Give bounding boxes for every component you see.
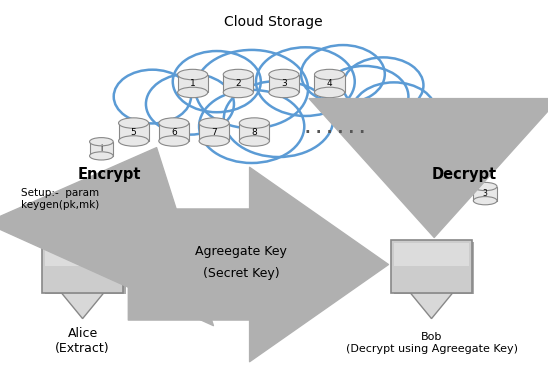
- Ellipse shape: [315, 69, 345, 80]
- Ellipse shape: [441, 197, 465, 205]
- Bar: [391, 240, 472, 293]
- Circle shape: [146, 73, 234, 135]
- Polygon shape: [61, 293, 104, 318]
- Text: 8: 8: [252, 127, 257, 136]
- Text: Bob
(Decrypt using Agreegate Key): Bob (Decrypt using Agreegate Key): [345, 332, 517, 354]
- Circle shape: [343, 58, 424, 113]
- Text: i: i: [409, 127, 412, 136]
- Circle shape: [256, 47, 355, 116]
- Ellipse shape: [199, 136, 229, 146]
- Text: 2: 2: [236, 79, 241, 88]
- Ellipse shape: [269, 87, 299, 98]
- Bar: [199, 123, 229, 141]
- Bar: [89, 142, 113, 156]
- Text: Decrypt: Decrypt: [431, 167, 496, 182]
- Ellipse shape: [89, 152, 113, 160]
- Bar: [223, 74, 253, 92]
- Ellipse shape: [159, 118, 189, 128]
- Ellipse shape: [239, 118, 270, 128]
- Text: Alice
(Extract): Alice (Extract): [55, 327, 110, 355]
- Ellipse shape: [441, 182, 465, 191]
- Ellipse shape: [395, 118, 425, 128]
- Ellipse shape: [315, 87, 345, 98]
- Bar: [315, 74, 345, 92]
- Text: 1: 1: [190, 79, 196, 88]
- Circle shape: [195, 50, 308, 128]
- Ellipse shape: [223, 87, 253, 98]
- Bar: [178, 74, 208, 92]
- Ellipse shape: [178, 87, 208, 98]
- Bar: [473, 186, 497, 201]
- Ellipse shape: [409, 197, 432, 205]
- Text: 1: 1: [418, 189, 423, 198]
- Ellipse shape: [199, 118, 229, 128]
- Ellipse shape: [223, 69, 253, 80]
- Text: Encrypt: Encrypt: [78, 167, 141, 182]
- Bar: [159, 123, 189, 141]
- Ellipse shape: [178, 69, 208, 80]
- Ellipse shape: [473, 182, 497, 191]
- Circle shape: [114, 70, 191, 123]
- Bar: [441, 186, 465, 201]
- Bar: [45, 243, 120, 266]
- Text: 2: 2: [450, 189, 455, 198]
- Circle shape: [224, 81, 333, 157]
- Bar: [394, 243, 469, 266]
- Ellipse shape: [118, 118, 149, 128]
- Text: i: i: [100, 144, 102, 153]
- Bar: [239, 123, 270, 141]
- Text: · · · · · ·: · · · · · ·: [305, 125, 365, 140]
- Ellipse shape: [395, 136, 425, 146]
- Ellipse shape: [239, 136, 270, 146]
- Text: Agreegate Key: Agreegate Key: [195, 245, 287, 258]
- Circle shape: [321, 66, 408, 127]
- Text: Cloud Storage: Cloud Storage: [224, 15, 322, 29]
- Bar: [394, 242, 475, 294]
- Text: 3: 3: [483, 189, 488, 198]
- Bar: [118, 123, 149, 141]
- Bar: [395, 123, 425, 141]
- Bar: [45, 242, 125, 294]
- Circle shape: [173, 51, 261, 112]
- Text: 3: 3: [281, 79, 287, 88]
- Ellipse shape: [89, 138, 113, 146]
- Polygon shape: [410, 293, 453, 318]
- Ellipse shape: [269, 69, 299, 80]
- Ellipse shape: [409, 182, 432, 191]
- Text: 4: 4: [327, 79, 332, 88]
- Ellipse shape: [159, 136, 189, 146]
- Bar: [269, 74, 299, 92]
- Text: (Secret Key): (Secret Key): [203, 267, 279, 280]
- Circle shape: [352, 82, 436, 141]
- Text: 6: 6: [171, 127, 176, 136]
- Text: Setup:-  param
keygen(pk,mk): Setup:- param keygen(pk,mk): [21, 188, 99, 210]
- Circle shape: [199, 90, 304, 163]
- Bar: [409, 186, 432, 201]
- Ellipse shape: [118, 136, 149, 146]
- Text: 7: 7: [211, 127, 217, 136]
- Circle shape: [301, 45, 385, 103]
- Bar: [42, 240, 123, 293]
- Text: 5: 5: [131, 127, 136, 136]
- Ellipse shape: [473, 197, 497, 205]
